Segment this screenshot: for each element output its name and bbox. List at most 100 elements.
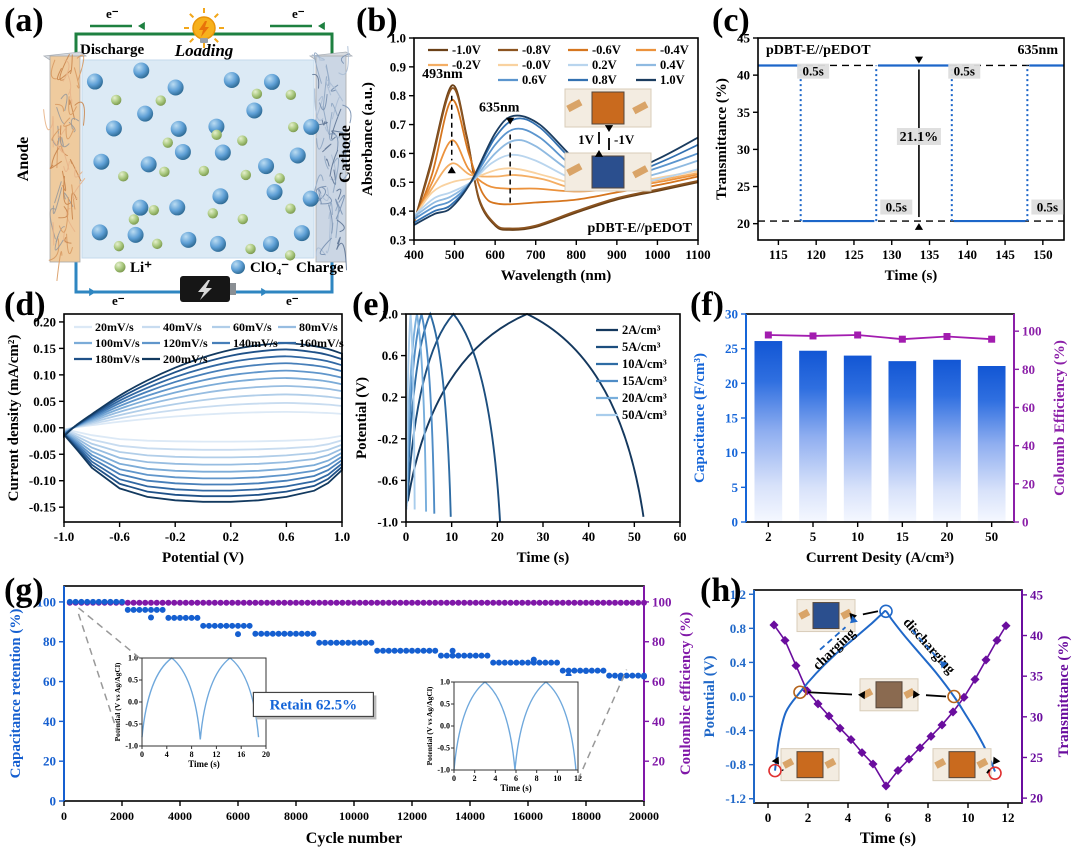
svg-text:130: 130 — [882, 247, 902, 262]
cv-100mV/s — [63, 377, 343, 473]
svg-text:-1.0: -1.0 — [377, 515, 398, 530]
panel-a-label: (a) — [4, 2, 44, 39]
cv-80mV/s — [63, 385, 343, 466]
panel-f-label: (f) — [690, 286, 724, 323]
svg-text:40: 40 — [1030, 628, 1043, 643]
svg-text:500: 500 — [445, 247, 465, 262]
svg-text:145: 145 — [995, 247, 1015, 262]
svg-text:115: 115 — [769, 247, 788, 262]
svg-text:12000: 12000 — [397, 809, 427, 823]
svg-text:-1.0: -1.0 — [437, 766, 450, 775]
svg-text:1.2: 1.2 — [730, 587, 746, 602]
svg-text:Coulombic efficiency (%): Coulombic efficiency (%) — [678, 612, 694, 775]
panel-c-transmittance-chart: (c) 115 120 125 130 135 140 145 150 20 25 30 35 40 45… — [712, 2, 1078, 286]
svg-text:0.15: 0.15 — [33, 341, 56, 356]
svg-text:4000: 4000 — [168, 809, 192, 823]
svg-text:8: 8 — [925, 810, 932, 825]
svg-text:10: 10 — [553, 774, 561, 783]
svg-text:10000: 10000 — [339, 809, 369, 823]
legend-item: 60mV/s — [233, 320, 272, 334]
svg-text:-1.0: -1.0 — [54, 529, 75, 544]
svg-text:1100: 1100 — [685, 247, 710, 262]
svg-text:16: 16 — [237, 750, 245, 759]
svg-text:Loading: Loading — [174, 41, 234, 60]
svg-text:ClO₄⁻: ClO₄⁻ — [250, 260, 289, 276]
svg-text:60: 60 — [674, 529, 687, 544]
svg-text:Potential (V vs Ag/AgCl): Potential (V vs Ag/AgCl) — [425, 686, 434, 765]
svg-text:16000: 16000 — [513, 809, 543, 823]
charging-label: charging — [810, 626, 858, 674]
svg-text:0.6: 0.6 — [382, 348, 399, 363]
panel-e-gcd-chart: (e) 0 10 20 30 40 50 60 1.0 0.6 0.2 -0.2 -0.6 -1.0 Ti… — [352, 286, 690, 574]
legend-item: 20mV/s — [95, 320, 134, 334]
legend-item: 180mV/s — [95, 352, 140, 366]
svg-text:0.6: 0.6 — [390, 146, 407, 161]
svg-text:Current Desity (A/cm³): Current Desity (A/cm³) — [806, 550, 954, 566]
svg-text:Cycle number: Cycle number — [306, 830, 402, 847]
svg-text:20: 20 — [262, 750, 270, 759]
legend-item: 5A/cm³ — [622, 340, 661, 354]
svg-text:-0.8: -0.8 — [725, 757, 746, 772]
svg-text:20: 20 — [652, 754, 665, 769]
device-schematic: e⁻ e⁻ Discharge Loading Anode Cathode Li⁺ ClO₄⁻… — [15, 6, 354, 308]
svg-text:-0.5: -0.5 — [437, 744, 450, 753]
cv-60mV/s — [63, 393, 343, 459]
svg-text:10: 10 — [962, 810, 975, 825]
svg-text:0.2: 0.2 — [223, 529, 239, 544]
legend-item: 20A/cm³ — [622, 391, 667, 405]
panel-b-absorbance-chart: (b) 400 500 600 700 800 900 1000 1100 0.3 0.4 0.5 0… — [356, 2, 712, 286]
svg-text:Time (s): Time (s) — [885, 268, 938, 284]
legend-item: 0.2V — [592, 58, 617, 72]
svg-text:-1V: -1V — [614, 132, 635, 147]
gcd-inset: 0 4 8 12 16 20 1.0 0.5 0.0 -0.5 -1.0 Time (s) Potent… — [112, 652, 274, 774]
svg-text:4: 4 — [165, 750, 169, 759]
svg-text:35: 35 — [737, 105, 751, 120]
svg-text:700: 700 — [526, 247, 546, 262]
svg-text:100: 100 — [652, 594, 672, 609]
svg-text:10: 10 — [851, 529, 864, 544]
svg-text:-0.05: -0.05 — [29, 447, 57, 462]
svg-text:20: 20 — [1022, 476, 1035, 491]
gcd-curves-chart: 0 10 20 30 40 50 60 1.0 0.6 0.2 -0.2 -0.6 -1.0 Time (… — [354, 307, 687, 567]
svg-text:25: 25 — [725, 341, 739, 356]
cv-40mV/s — [63, 402, 343, 451]
svg-text:e⁻: e⁻ — [106, 6, 119, 21]
svg-text:-1.2: -1.2 — [725, 791, 746, 806]
svg-text:60: 60 — [652, 674, 665, 689]
svg-text:Time (s): Time (s) — [517, 550, 570, 566]
device-label: pDBT-E//pEDOT — [587, 221, 692, 236]
svg-text:30: 30 — [1030, 709, 1043, 724]
panel-g-cycling-chart: (g) 0 2000 4000 6000 8000 10000 12000 14000 1600… — [4, 572, 700, 849]
legend-item: 140mV/s — [233, 336, 278, 350]
series--1.0V — [413, 84, 699, 231]
svg-text:Coloumb Efficiency (%): Coloumb Efficiency (%) — [1052, 340, 1068, 496]
transmittance-switching-chart: 115 120 125 130 135 140 145 150 20 25 30 35 40 45 Time… — [714, 31, 1065, 284]
svg-text:50: 50 — [985, 529, 998, 544]
svg-text:0: 0 — [732, 515, 739, 530]
svg-text:20000: 20000 — [629, 809, 659, 823]
panel-h-potential-transmittance-chart: (h) 0 2 4 6 8 10 12 -1.2 -0.8 -0.4 0.0 0.4 0.8 1.2 20 2… — [700, 572, 1078, 849]
cv-120mV/s — [63, 369, 343, 480]
svg-text:0.5: 0.5 — [440, 700, 450, 709]
cv-140mV/s — [63, 362, 343, 486]
svg-text:0: 0 — [140, 750, 144, 759]
svg-text:40: 40 — [737, 68, 750, 83]
svg-text:Capacitance (F/cm³): Capacitance (F/cm³) — [692, 353, 708, 483]
svg-text:1.0: 1.0 — [334, 529, 350, 544]
svg-text:35: 35 — [1030, 669, 1044, 684]
bar-15 — [888, 361, 917, 522]
absorbance-spectra-chart: 400 500 600 700 800 900 1000 1100 0.3 0.4 0.5 0.6 0.… — [360, 31, 711, 285]
svg-text:80: 80 — [1022, 362, 1035, 377]
svg-text:0: 0 — [765, 810, 772, 825]
svg-text:e⁻: e⁻ — [112, 293, 125, 308]
svg-text:0.2: 0.2 — [382, 390, 398, 405]
svg-text:0.8: 0.8 — [390, 88, 407, 103]
x-axis-label: Wavelength (nm) — [501, 268, 611, 284]
panel-h-label: (h) — [700, 572, 742, 609]
svg-text:20: 20 — [737, 216, 750, 231]
svg-text:2: 2 — [765, 529, 772, 544]
bar-50 — [977, 366, 1006, 522]
y-axis-label: Absorbance (a.u.) — [360, 82, 376, 196]
svg-text:10: 10 — [725, 445, 738, 460]
svg-text:6000: 6000 — [226, 809, 250, 823]
